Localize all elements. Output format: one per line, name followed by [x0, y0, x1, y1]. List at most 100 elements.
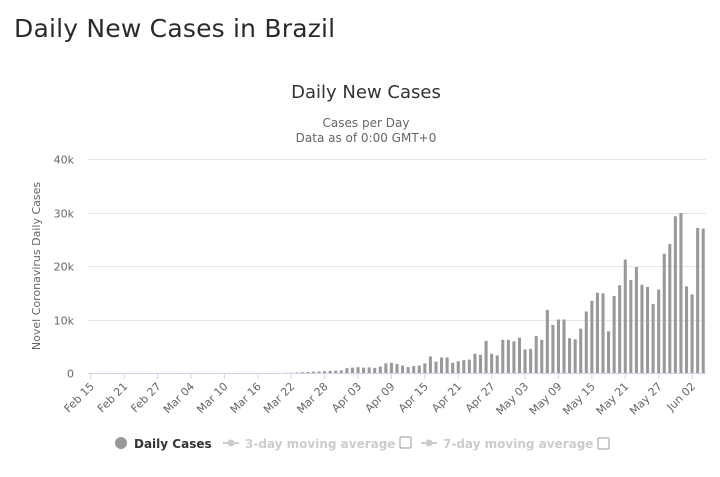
legend-checkbox-7day[interactable] [598, 438, 609, 449]
legend-item-daily-cases[interactable]: Daily Cases [115, 437, 212, 451]
bar[interactable] [485, 341, 488, 373]
bar[interactable] [362, 368, 365, 373]
bar[interactable] [590, 301, 593, 373]
y-tick-label: 30k [54, 208, 75, 221]
bar[interactable] [312, 372, 315, 373]
bar[interactable] [607, 331, 610, 373]
bar[interactable] [368, 367, 371, 373]
bar[interactable] [351, 368, 354, 373]
bar[interactable] [629, 280, 632, 373]
bar[interactable] [434, 362, 437, 373]
y-axis-title: Novel Coronavirus Daily Cases [30, 182, 43, 350]
bar[interactable] [496, 355, 499, 373]
bar[interactable] [329, 371, 332, 373]
y-tick-label: 40k [54, 154, 75, 167]
bar[interactable] [601, 293, 604, 373]
legend-label-daily-cases: Daily Cases [134, 437, 212, 451]
bar[interactable] [373, 368, 376, 373]
bar[interactable] [691, 294, 694, 373]
x-tick-label: Apr 09 [363, 380, 398, 415]
bar[interactable] [613, 296, 616, 373]
bar[interactable] [685, 286, 688, 373]
bar[interactable] [357, 367, 360, 373]
bar[interactable] [418, 366, 421, 373]
bar[interactable] [412, 366, 415, 373]
bar[interactable] [473, 354, 476, 373]
bar[interactable] [557, 320, 560, 374]
legend: Daily Cases 3-day moving average 7-day m… [115, 437, 609, 451]
bar[interactable] [563, 320, 566, 374]
bar[interactable] [663, 254, 666, 373]
bar[interactable] [318, 371, 321, 373]
x-tick-label: Mar 10 [194, 380, 230, 416]
bar[interactable] [535, 336, 538, 373]
bar[interactable] [479, 355, 482, 373]
bar[interactable] [340, 370, 343, 373]
bar[interactable] [407, 367, 410, 373]
bar[interactable] [568, 338, 571, 373]
bar[interactable] [390, 363, 393, 373]
legend-marker-dot-3day [228, 440, 235, 447]
bar[interactable] [295, 372, 298, 373]
bar[interactable] [451, 363, 454, 373]
legend-item-7day-average[interactable]: 7-day moving average [421, 437, 609, 451]
bar[interactable] [401, 366, 404, 373]
bar[interactable] [640, 285, 643, 373]
bar-layer [88, 213, 706, 373]
bar[interactable] [345, 368, 348, 373]
bar[interactable] [524, 349, 527, 373]
bar[interactable] [574, 339, 577, 373]
bar[interactable] [440, 357, 443, 373]
bar[interactable] [423, 363, 426, 373]
bar[interactable] [384, 363, 387, 373]
bar[interactable] [323, 371, 326, 373]
bar[interactable] [635, 267, 638, 373]
legend-item-3day-average[interactable]: 3-day moving average [223, 437, 411, 451]
bar[interactable] [446, 357, 449, 373]
bar[interactable] [546, 310, 549, 373]
x-tick-label: May 21 [594, 380, 632, 418]
bar[interactable] [490, 354, 493, 373]
bar[interactable] [596, 293, 599, 373]
bar[interactable] [457, 361, 460, 373]
bar[interactable] [618, 285, 621, 373]
x-tick-label: Feb 15 [62, 380, 97, 415]
y-tick-label: 0 [67, 368, 74, 381]
bar[interactable] [529, 349, 532, 373]
bar[interactable] [501, 340, 504, 373]
bar[interactable] [624, 260, 627, 373]
bar[interactable] [646, 287, 649, 373]
bar[interactable] [334, 371, 337, 373]
bar[interactable] [585, 311, 588, 373]
bar[interactable] [551, 325, 554, 373]
bar[interactable] [512, 341, 515, 373]
bar[interactable] [468, 360, 471, 373]
bar[interactable] [462, 360, 465, 373]
bar[interactable] [696, 228, 699, 373]
bar[interactable] [306, 372, 309, 373]
x-tick-label: Feb 21 [95, 380, 130, 415]
y-tick-label: 10k [54, 315, 75, 328]
bar[interactable] [507, 340, 510, 373]
bar[interactable] [657, 290, 660, 373]
bar[interactable] [674, 216, 677, 373]
bar[interactable] [395, 364, 398, 373]
bar[interactable] [518, 338, 521, 373]
legend-marker-dot-7day [426, 440, 433, 447]
bar[interactable] [429, 356, 432, 373]
legend-checkbox-3day[interactable] [400, 437, 411, 448]
x-tick-label: Mar 28 [295, 380, 331, 416]
bar[interactable] [379, 367, 382, 373]
bar[interactable] [540, 340, 543, 373]
bar[interactable] [679, 213, 682, 373]
bar[interactable] [301, 372, 304, 373]
x-tick-label: May 15 [560, 380, 598, 418]
x-tick-label: Feb 27 [128, 380, 163, 415]
bar[interactable] [668, 244, 671, 373]
bar[interactable] [579, 329, 582, 373]
bar[interactable] [652, 304, 655, 373]
bar[interactable] [702, 229, 705, 373]
